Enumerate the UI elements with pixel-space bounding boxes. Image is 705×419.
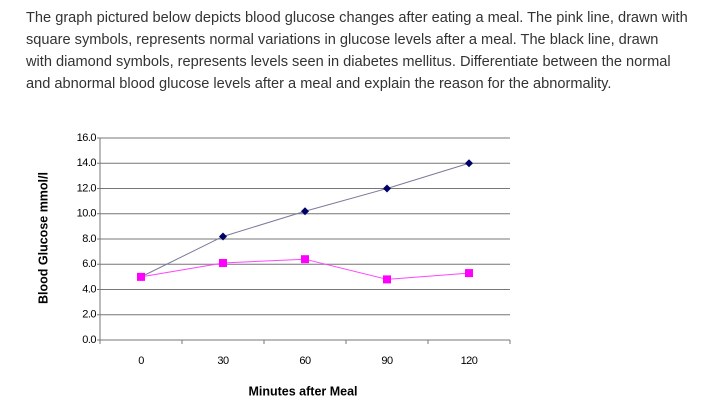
diamond-marker (219, 232, 227, 241)
diamond-marker (383, 184, 391, 193)
x-tick-label: 30 (217, 355, 229, 367)
y-tick-label: 12.0 (77, 182, 97, 194)
y-axis-title: Blood Glucose mmol/l (36, 172, 50, 304)
square-marker (383, 275, 391, 284)
square-marker (219, 258, 227, 267)
question-text: The graph pictured below depicts blood g… (26, 10, 688, 92)
square-marker (301, 255, 309, 264)
y-tick-label: 10.0 (77, 208, 97, 220)
square-marker (137, 272, 145, 281)
x-tick-label: 90 (381, 355, 393, 367)
y-tick-label: 8.0 (82, 233, 96, 245)
diamond-marker (301, 207, 309, 216)
y-tick-label: 6.0 (82, 258, 96, 270)
x-tick-label: 120 (461, 355, 478, 367)
square-marker (465, 269, 473, 278)
y-tick-label: 2.0 (82, 309, 96, 321)
y-tick-label: 4.0 (82, 283, 96, 295)
diamond-marker (465, 159, 473, 168)
y-tick-label: 16.0 (77, 132, 97, 144)
x-axis-title: Minutes after Meal (248, 384, 357, 398)
y-tick-label: 0.0 (82, 334, 96, 346)
y-tick-label: 14.0 (77, 157, 97, 169)
x-tick-label: 60 (299, 355, 311, 367)
x-tick-label: 0 (138, 355, 144, 367)
